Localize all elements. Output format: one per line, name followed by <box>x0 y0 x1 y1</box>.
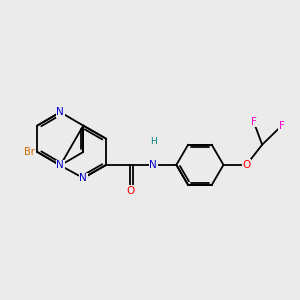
Text: F: F <box>279 121 285 130</box>
Text: O: O <box>126 186 134 196</box>
Text: O: O <box>242 160 250 170</box>
Text: N: N <box>149 160 157 170</box>
Text: N: N <box>80 173 87 183</box>
Text: N: N <box>56 107 64 117</box>
Text: Br: Br <box>24 147 35 157</box>
Text: N: N <box>56 160 64 170</box>
Text: H: H <box>150 137 157 146</box>
Text: F: F <box>251 117 257 127</box>
